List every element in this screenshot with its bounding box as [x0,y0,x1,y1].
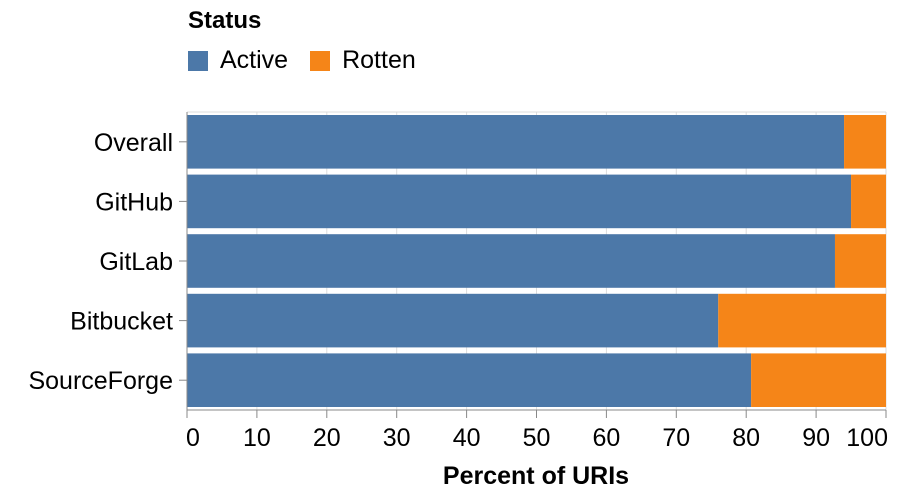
x-tick-label-0: 0 [186,424,200,452]
x-tick-label-60: 60 [592,424,620,452]
axes: Overall GitHub GitLab Bitbucket SourceForge 0… [28,112,888,452]
bar-sourceforge-rotten [751,353,886,407]
legend-swatch-rotten [310,50,331,71]
y-tick-label-sourceforge: SourceForge [28,367,173,395]
legend-title: Status [188,7,262,34]
legend-items: Active Rotten [188,46,438,75]
bar-sourceforge-active [187,353,752,407]
legend-label-active: Active [220,46,289,74]
legend-item-active: Active [188,46,288,75]
bar-github-active [187,174,852,229]
chart-legend: Status Active Rotten [188,6,438,75]
bar-gitlab-active [187,234,835,288]
x-tick-label-80: 80 [732,424,760,452]
y-tick-label-overall: Overall [94,129,173,157]
x-tick-label-50: 50 [523,424,551,452]
bar-bitbucket-active [187,293,719,348]
x-tick-label-10: 10 [243,424,271,452]
legend-swatch-active [188,50,208,71]
bar-bitbucket-rotten [718,293,886,348]
y-tick-label-gitlab: GitLab [99,248,173,276]
legend-item-rotten: Rotten [310,46,416,75]
x-tick-label-90: 90 [802,424,830,452]
legend-label-rotten: Rotten [342,46,416,74]
bars [187,115,886,407]
x-tick-label-70: 70 [662,424,690,452]
bar-gitlab-rotten [834,234,886,288]
y-tick-label-github: GitHub [95,188,173,216]
x-tick-label-100: 100 [846,424,888,452]
x-axis-title: Percent of URIs [443,462,629,490]
x-tick-label-20: 20 [313,424,341,452]
bar-overall-active [187,115,845,169]
bar-overall-rotten [844,115,886,169]
y-tick-label-bitbucket: Bitbucket [70,308,173,336]
bar-github-rotten [851,174,886,229]
x-tick-label-40: 40 [453,424,481,452]
x-tick-label-30: 30 [383,424,411,452]
